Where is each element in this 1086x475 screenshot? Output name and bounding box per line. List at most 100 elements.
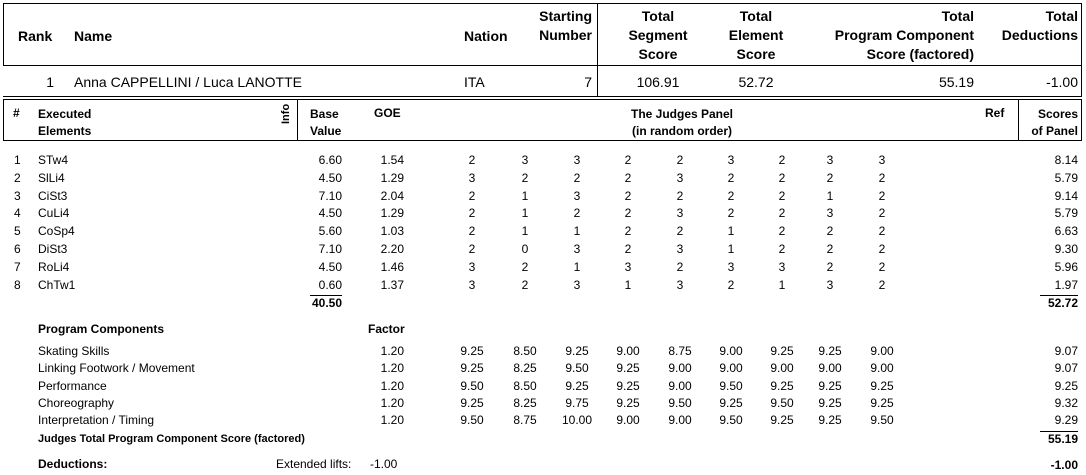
deduction-item-label: Extended lifts: bbox=[276, 457, 352, 471]
judge-score: 8.25 bbox=[513, 395, 537, 410]
base-value: 7.10 bbox=[318, 188, 342, 203]
judge-score: 10.00 bbox=[561, 413, 593, 428]
judge-score: 9.25 bbox=[719, 395, 743, 410]
judge-score: 8.50 bbox=[513, 378, 537, 393]
judge-score: 9.25 bbox=[818, 344, 842, 358]
component-score: 9.29 bbox=[1054, 413, 1078, 428]
element-number: 1 bbox=[14, 153, 21, 167]
judge-score: 3 bbox=[573, 188, 581, 203]
elements-header-box bbox=[3, 99, 1082, 141]
judge-score: 2 bbox=[573, 170, 581, 185]
element-number: 7 bbox=[14, 259, 21, 274]
table-row: 4 CuLi4 4.50 1.29 2 1 2 2 3 2 2 3 2 5.79 bbox=[0, 205, 1086, 222]
deductions-value: -1.00 bbox=[1046, 74, 1078, 90]
element-number: 3 bbox=[14, 188, 21, 203]
judge-score: 2 bbox=[468, 242, 476, 256]
component-factor: 1.20 bbox=[380, 378, 404, 393]
divider bbox=[1040, 295, 1078, 296]
judge-score: 2 bbox=[468, 153, 476, 167]
elements-total-base: 40.50 bbox=[311, 296, 342, 310]
name-header: Name bbox=[74, 28, 113, 44]
rank-header: Rank bbox=[18, 28, 53, 44]
judge-score: 3 bbox=[573, 277, 581, 292]
judge-score: 9.00 bbox=[616, 413, 640, 428]
judge-score: 1 bbox=[727, 242, 735, 256]
judge-score: 1 bbox=[573, 259, 581, 274]
judge-score: 2 bbox=[778, 224, 786, 239]
table-row: 2 SlLi4 4.50 1.29 3 2 2 2 3 2 2 2 2 5.79 bbox=[0, 170, 1086, 187]
judge-score: 9.25 bbox=[818, 413, 842, 428]
judge-score: 9.00 bbox=[616, 344, 640, 358]
judge-score: 9.25 bbox=[460, 344, 484, 358]
judge-score: 9.00 bbox=[668, 378, 692, 393]
divider bbox=[1040, 431, 1078, 432]
judge-score: 8.75 bbox=[513, 413, 537, 428]
table-row: 1 STw4 6.60 1.54 2 3 3 2 2 3 2 3 3 8.14 bbox=[0, 152, 1086, 169]
judge-score: 9.25 bbox=[565, 378, 589, 393]
judge-score: 2 bbox=[727, 206, 735, 221]
judge-score: 9.00 bbox=[719, 361, 743, 376]
judge-score: 1 bbox=[573, 224, 581, 239]
judge-score: 2 bbox=[878, 206, 886, 221]
judge-score: 9.25 bbox=[616, 395, 640, 410]
judge-score: 8.75 bbox=[668, 344, 692, 358]
judge-score: 2 bbox=[624, 206, 632, 221]
judge-score: 9.00 bbox=[870, 344, 894, 358]
judge-score: 9.50 bbox=[719, 378, 743, 393]
judge-score: 3 bbox=[624, 259, 632, 274]
base-value: 4.50 bbox=[318, 259, 342, 274]
pcs-value: 55.19 bbox=[938, 74, 974, 90]
table-row: 5 CoSp4 5.60 1.03 2 1 1 2 2 1 2 2 2 6.63 bbox=[0, 223, 1086, 240]
judge-score: 1 bbox=[521, 188, 529, 203]
deductions-header: Total Deductions bbox=[1001, 8, 1078, 43]
judge-score: 9.75 bbox=[565, 395, 589, 410]
element-number: 8 bbox=[14, 277, 21, 292]
judge-score: 9.25 bbox=[870, 395, 894, 410]
judge-score: 3 bbox=[676, 277, 684, 292]
judge-score: 3 bbox=[778, 259, 786, 274]
judge-score: 2 bbox=[521, 277, 529, 292]
base-value-header: Base Value bbox=[310, 107, 342, 138]
judge-score: 2 bbox=[573, 206, 581, 221]
judge-score: 9.50 bbox=[460, 378, 484, 393]
panel-score: 5.79 bbox=[1054, 170, 1078, 185]
judge-score: 9.00 bbox=[668, 413, 692, 428]
judge-score: 2 bbox=[676, 153, 684, 167]
table-row: Skating Skills 1.20 9.25 8.50 9.25 9.00 8.75 9.… bbox=[0, 343, 1086, 360]
panel-score: 9.30 bbox=[1054, 242, 1078, 256]
deduction-item-value: -1.00 bbox=[370, 457, 398, 471]
judge-score: 9.00 bbox=[870, 361, 894, 376]
judge-score: 1 bbox=[521, 224, 529, 239]
component-score: 9.07 bbox=[1054, 361, 1078, 376]
info-header: Info bbox=[280, 103, 292, 124]
nation-header: Nation bbox=[464, 28, 508, 44]
judge-score: 2 bbox=[878, 188, 886, 203]
pcs-total-value: 55.19 bbox=[1047, 432, 1078, 446]
starting-number-value: 7 bbox=[584, 74, 592, 90]
judge-score: 9.00 bbox=[770, 361, 794, 376]
goe-value: 1.46 bbox=[380, 259, 404, 274]
judge-score: 3 bbox=[468, 259, 476, 274]
judge-score: 9.25 bbox=[565, 344, 589, 358]
rank-value: 1 bbox=[46, 74, 54, 90]
judge-score: 2 bbox=[624, 153, 632, 167]
elements-total-score: 52.72 bbox=[1047, 296, 1078, 310]
judge-score: 1 bbox=[727, 224, 735, 239]
component-name: Linking Footwork / Movement bbox=[38, 361, 195, 376]
table-row: Interpretation / Timing 1.20 9.50 8.75 10.00… bbox=[0, 412, 1086, 429]
component-name: Interpretation / Timing bbox=[38, 413, 155, 428]
judge-score: 9.50 bbox=[565, 361, 589, 376]
judge-score: 2 bbox=[878, 224, 886, 239]
panel-score: 5.79 bbox=[1054, 206, 1078, 221]
judge-score: 9.50 bbox=[719, 413, 743, 428]
table-row: Performance 1.20 9.50 8.50 9.25 9.25 9.00 9.50 9… bbox=[0, 378, 1086, 395]
summary-header-box bbox=[3, 3, 1082, 66]
factor-header: Factor bbox=[368, 322, 405, 336]
judge-score: 3 bbox=[468, 277, 476, 292]
judge-score: 2 bbox=[468, 188, 476, 203]
judge-score: 2 bbox=[826, 224, 834, 239]
table-row: 8 ChTw1 0.60 1.37 3 2 3 1 3 2 1 3 2 1.97 bbox=[0, 277, 1086, 294]
judge-score: 2 bbox=[676, 188, 684, 203]
judge-score: 3 bbox=[826, 277, 834, 292]
judge-score: 8.25 bbox=[513, 361, 537, 376]
